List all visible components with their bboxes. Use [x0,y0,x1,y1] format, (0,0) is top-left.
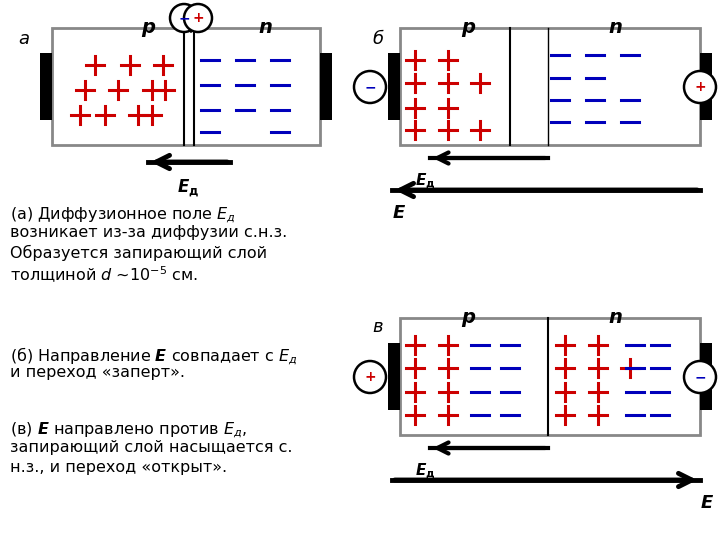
Text: $\boldsymbol{E}_{\boldsymbol{д}}$: $\boldsymbol{E}_{\boldsymbol{д}}$ [177,177,199,198]
Text: p: p [461,308,475,327]
Circle shape [354,361,386,393]
Bar [700,342,712,410]
Text: а: а [18,30,29,48]
Text: (а) Диффузионное поле $\boldsymbol{E_д}$: (а) Диффузионное поле $\boldsymbol{E_д}$ [10,205,236,225]
Bar [388,52,400,120]
Text: +: + [192,11,204,25]
Bar [320,52,332,120]
Text: n: n [258,18,272,37]
Text: $\boldsymbol{E}_{\boldsymbol{д}}$: $\boldsymbol{E}_{\boldsymbol{д}}$ [415,172,436,192]
Bar [52,28,320,145]
Text: −: − [364,80,376,94]
Text: $\boldsymbol{E}$: $\boldsymbol{E}$ [700,494,714,512]
Text: запирающий слой насыщается с.: запирающий слой насыщается с. [10,440,292,455]
Bar [700,52,712,120]
Circle shape [184,4,212,32]
Text: (в) $\boldsymbol{E}$ направлено против $\boldsymbol{E_д}$,: (в) $\boldsymbol{E}$ направлено против $… [10,420,247,440]
Bar [400,318,700,435]
Text: толщиной $\mathit{d}$ ~10$^{-5}$ см.: толщиной $\mathit{d}$ ~10$^{-5}$ см. [10,265,198,285]
Text: б: б [372,30,383,48]
Circle shape [354,71,386,103]
Circle shape [684,71,716,103]
Bar [40,52,52,120]
Text: $\boldsymbol{E}_{\boldsymbol{д}}$: $\boldsymbol{E}_{\boldsymbol{д}}$ [415,462,436,482]
Text: n: n [608,18,622,37]
Text: +: + [364,370,376,384]
Text: возникает из-за диффузии с.н.з.: возникает из-за диффузии с.н.з. [10,225,287,240]
Circle shape [684,361,716,393]
Text: n: n [608,308,622,327]
Text: −: − [694,370,706,384]
Text: $\boldsymbol{E}$: $\boldsymbol{E}$ [392,204,406,222]
Text: (б) Направление $\boldsymbol{E}$ совпадает с $\boldsymbol{E_д}$: (б) Направление $\boldsymbol{E}$ совпада… [10,345,297,367]
Text: Образуется запирающий слой: Образуется запирающий слой [10,245,267,261]
Text: н.з., и переход «открыт».: н.з., и переход «открыт». [10,460,227,475]
Text: и переход «заперт».: и переход «заперт». [10,365,185,380]
Text: −: − [178,11,190,25]
Text: +: + [694,80,706,94]
Circle shape [170,4,198,32]
Text: p: p [461,18,475,37]
Bar [388,342,400,410]
Bar [400,28,700,145]
Text: p: p [141,18,155,37]
Text: в: в [372,318,382,336]
